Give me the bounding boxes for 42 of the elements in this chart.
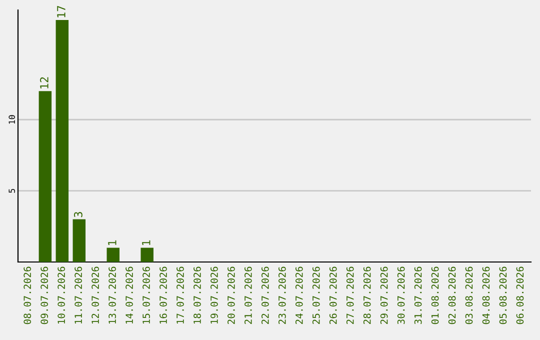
x-tick-label: 11.07.2026 [74, 266, 82, 324]
x-tick-label: 28.07.2026 [363, 266, 371, 324]
x-tick-label: 03.08.2026 [465, 266, 473, 324]
x-tick-label: 30.07.2026 [397, 266, 405, 324]
x-tick-label: 18.07.2026 [194, 266, 201, 324]
y-tick-label: 5 [8, 188, 15, 193]
bar [140, 248, 154, 262]
x-tick-label: 27.07.2026 [346, 266, 354, 324]
x-tick-label: 26.07.2026 [329, 266, 337, 324]
x-tick-label: 19.07.2026 [210, 266, 218, 324]
x-tick-label: 25.07.2026 [312, 266, 320, 324]
x-tick-label: 08.07.2026 [24, 266, 32, 324]
x-tick-label: 12.07.2026 [92, 266, 99, 324]
x-tick-label: 29.07.2026 [380, 266, 388, 324]
x-tick-label: 14.07.2026 [126, 266, 133, 324]
data-label: 12 [40, 77, 48, 88]
x-tick-label: 06.08.2026 [516, 266, 524, 324]
bar [72, 219, 86, 262]
data-label: 17 [57, 6, 66, 18]
x-tick-label: 24.07.2026 [295, 266, 303, 324]
bar [38, 91, 52, 262]
x-tick-label: 21.07.2026 [244, 266, 252, 324]
x-tick-label: 23.07.2026 [278, 266, 286, 324]
x-tick-label: 31.07.2026 [414, 266, 422, 324]
bar [56, 20, 69, 262]
data-label: 1 [108, 240, 116, 246]
x-tick-label: 04.08.2026 [482, 266, 490, 324]
x-tick-label: 17.07.2026 [176, 266, 184, 324]
x-tick-label: 05.08.2026 [499, 266, 507, 324]
bar [106, 248, 120, 262]
data-label: 1 [142, 240, 150, 246]
x-tick-label: 02.08.2026 [448, 266, 456, 324]
x-tick-label: 15.07.2026 [142, 266, 150, 324]
x-tick-label: 13.07.2026 [108, 266, 116, 324]
x-tick-label: 09.07.2026 [40, 266, 48, 324]
x-tick-label: 01.08.2026 [431, 266, 439, 324]
x-tick-label: 16.07.2026 [160, 266, 167, 324]
x-tick-label: 10.07.2026 [58, 266, 66, 324]
x-tick-label: 22.07.2026 [262, 266, 269, 324]
data-label: 3 [74, 212, 82, 218]
y-tick-label: 10 [8, 115, 15, 124]
x-tick-label: 20.07.2026 [228, 266, 235, 324]
